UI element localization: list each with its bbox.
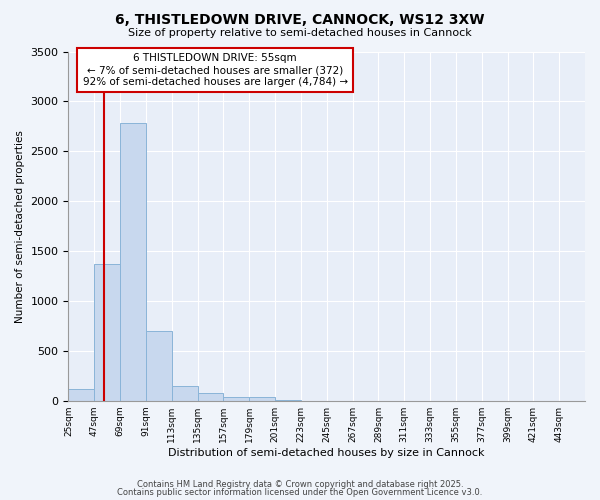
Text: Contains HM Land Registry data © Crown copyright and database right 2025.: Contains HM Land Registry data © Crown c…: [137, 480, 463, 489]
Bar: [120, 124, 146, 400]
Bar: [172, 386, 197, 400]
Y-axis label: Number of semi-detached properties: Number of semi-detached properties: [15, 130, 25, 322]
Text: Size of property relative to semi-detached houses in Cannock: Size of property relative to semi-detach…: [128, 28, 472, 38]
Bar: [197, 392, 223, 400]
Bar: [94, 264, 120, 400]
Bar: [223, 396, 249, 400]
X-axis label: Distribution of semi-detached houses by size in Cannock: Distribution of semi-detached houses by …: [169, 448, 485, 458]
Text: 6, THISTLEDOWN DRIVE, CANNOCK, WS12 3XW: 6, THISTLEDOWN DRIVE, CANNOCK, WS12 3XW: [115, 12, 485, 26]
Text: 6 THISTLEDOWN DRIVE: 55sqm
← 7% of semi-detached houses are smaller (372)
92% of: 6 THISTLEDOWN DRIVE: 55sqm ← 7% of semi-…: [83, 54, 348, 86]
Bar: [68, 388, 94, 400]
Bar: [249, 396, 275, 400]
Text: Contains public sector information licensed under the Open Government Licence v3: Contains public sector information licen…: [118, 488, 482, 497]
Bar: [146, 331, 172, 400]
